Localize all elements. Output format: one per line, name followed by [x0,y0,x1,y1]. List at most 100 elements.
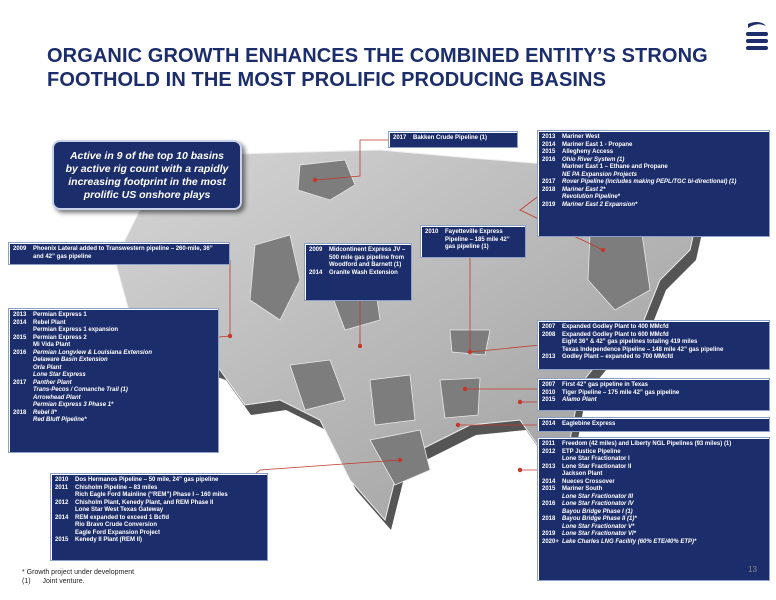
project-text: Expanded Godley Plant to 600 MMcfd [562,331,669,338]
project-year [55,522,75,530]
project-row: 2010 Tiger Pipeline – 175 mile 42” gas pi… [542,390,765,398]
project-text: Dos Hermanos Pipeline – 50 mile, 24” gas… [75,477,219,483]
permian-basin [289,359,346,411]
footnote-growth: * Growth project under development [22,569,135,576]
project-year: 2017 [393,135,407,141]
project-text: NE PA Expansion Projects [562,171,638,178]
project-row: Mariner East 1 – Ethane and Propane [542,164,765,172]
project-row: NE PA Expansion Projects [542,172,765,180]
project-text: Lone Star Fractionator I [562,456,630,462]
project-year: 2014 [309,269,323,276]
project-row: 2014 Eaglebine Express [542,421,765,429]
project-row: Bayou Bridge Phase I (1) [542,509,765,517]
project-year [13,327,33,335]
project-year [13,395,33,403]
project-text: Lone Star Fractionator V* [562,523,635,530]
haynesville-basin [439,377,481,419]
project-row: Jackson Plant [542,471,765,479]
project-year [55,507,75,515]
project-year: 2011 [55,484,69,491]
project-text: Mi Vida Plant [33,342,71,348]
project-year: 2019 [542,201,556,208]
footnote-text: Joint venture. [42,578,85,585]
project-text: Lone Star Fractionator VI* [562,531,637,537]
project-year [13,342,33,350]
project-year: 2013 [542,134,556,140]
project-row: 2009 Midcontinent Express JV – 500 mile g… [309,247,407,270]
project-text: ETP Justice Pipeline [562,448,621,455]
project-year: 2010 [55,477,69,483]
project-year: 2010 [542,389,556,396]
project-row: 2014 Granite Wash Extension [309,270,407,278]
project-text: REM expanded to exceed 1 Bcf/d [75,514,170,521]
project-row: 2007 First 42” gas pipeline in Texas [542,382,765,390]
project-year: 2019 [542,531,556,537]
project-text: Mariner West [562,134,600,140]
project-row: Delaware Basin Extension [13,357,214,365]
project-text: Rover Pipeline (includes making PEPL/TGC… [562,179,737,185]
project-text: Mariner East 1 – Ethane and Propane [562,164,668,170]
project-row: 2018 Rebel II* [13,410,214,418]
project-row: 2013 Mariner West [542,134,765,142]
project-year: 2016 [13,349,27,356]
project-text: Expanded Godley Plant to 400 MMcfd [562,324,669,330]
barnett-basin [369,374,416,426]
project-row: 2015 Allegheny Access [542,149,765,157]
project-text: Lone Star Fractionator II [562,463,632,470]
gulf-coast-box: 2011 Freedom (42 miles) and Liberty NGL P… [537,437,770,581]
project-row: Texas Independence Pipeline – 148 mile 4… [542,347,765,355]
project-year [542,494,562,502]
project-year: 2009 [309,247,323,253]
project-year: 2018 [542,186,556,193]
project-year: 2017 [13,379,27,386]
project-year [542,524,562,532]
page-number: 13 [748,565,757,574]
project-row: Lone Star Express [13,372,214,380]
project-text: First 42” gas pipeline in Texas [562,382,648,388]
project-year: 2017 [542,179,556,185]
midcontinent-box: 2009 Midcontinent Express JV – 500 mile g… [304,243,412,301]
project-row: 2016 Lone Star Fractionator IV [542,501,765,509]
project-year: 2014 [542,141,556,148]
page-title: ORGANIC GROWTH ENHANCES THE COMBINED ENT… [47,44,737,92]
project-year [13,402,33,410]
mariner-box: 2013 Mariner West 2014 Mariner East 1 - Pro… [537,130,770,237]
project-text: Tiger Pipeline – 175 mile 42” gas pipeli… [562,389,680,396]
project-row: Lone Star West Texas Gateway [55,507,263,515]
project-year: 2016 [542,156,556,163]
rockies-basin [249,234,301,321]
project-row: Lone Star Fractionator I [542,456,765,464]
project-row: Revolution Pipeline* [542,194,765,202]
eaglebine-box: 2014 Eaglebine Express [537,417,770,432]
project-text: Godley Plant – expanded to 700 MMcfd [562,354,674,360]
project-year: 2014 [542,478,556,485]
project-row: 2012 Chisholm Plant, Kenedy Plant, and RE… [55,500,263,508]
project-text: Fayetteville Express Pipeline – 185 mile… [445,229,510,250]
project-year [542,471,562,479]
project-year: 2015 [542,149,556,155]
project-row: Eagle Ford Expansion Project [55,530,263,538]
project-year [13,372,33,380]
project-row: Mi Vida Plant [13,342,214,350]
project-year: 2014 [542,421,556,427]
project-text: Granite Wash Extension [329,269,398,276]
project-year: 2018 [13,409,27,416]
project-year [542,509,562,517]
project-row: 2011 Freedom (42 miles) and Liberty NGL P… [542,441,765,449]
project-row: 2013 Godley Plant – expanded to 700 MMcfd [542,354,765,362]
project-row: 2012 ETP Justice Pipeline [542,449,765,457]
project-text: Midcontinent Express JV – 500 mile gas p… [329,247,406,268]
project-row: Orla Plant [13,365,214,373]
project-text: Nueces Crossover [562,478,615,485]
project-year [542,456,562,464]
phoenix-box: 2009 Phoenix Lateral added to Transwester… [8,242,230,265]
project-row: 2018 Bayou Bridge Phase II (1)* [542,516,765,524]
project-text: Bayou Bridge Phase I (1) [562,508,633,515]
project-text: Allegheny Access [562,149,614,155]
callout-highlight: Active in 9 of the top 10 basins by acti… [52,140,242,210]
project-row: 2014 Nueces Crossover [542,479,765,487]
project-year [55,492,75,500]
project-row: Lone Star Fractionator V* [542,524,765,532]
project-text: Revolution Pipeline* [562,194,621,200]
project-text: Permian Express 1 expansion [33,327,119,333]
